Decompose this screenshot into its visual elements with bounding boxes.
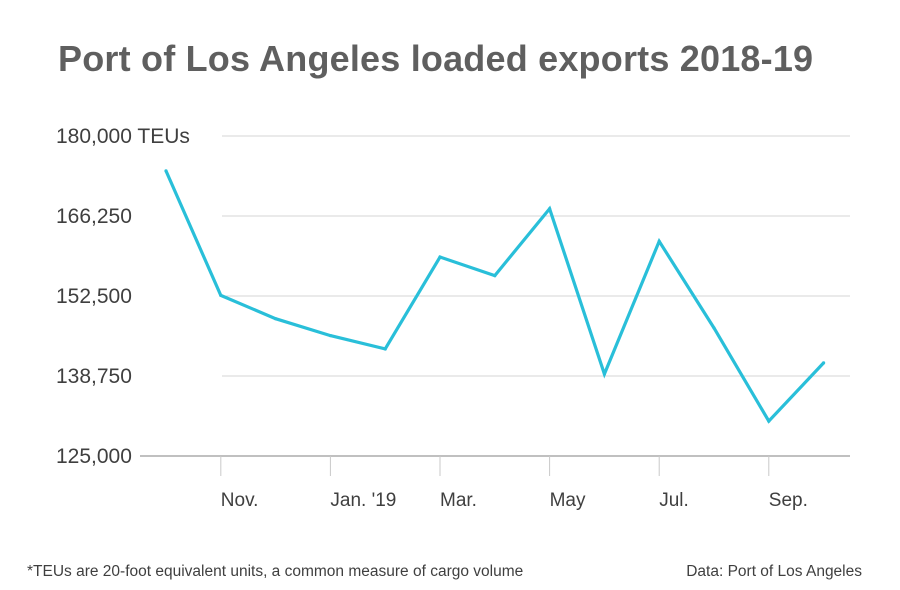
x-tick-label: Nov. [221,490,259,511]
x-axis-ticks: Nov. Jan. '19 Mar. May Jul. Sep. [220,456,808,511]
data-series [164,169,826,424]
y-tick-label: 125,000 [56,445,132,468]
data-point [767,419,771,423]
y-tick-label: 166,250 [56,205,132,228]
data-point [548,207,552,211]
data-point [493,274,497,278]
data-point [822,361,826,365]
data-point [219,293,223,298]
y-axis-tick-labels: 125,000 138,750 152,500 166,250 180,000 TEUs [56,125,190,468]
x-tick-label: Sep. [769,490,808,511]
data-source: Data: Port of Los Angeles [686,563,862,580]
data-point [164,169,168,173]
gridlines [140,135,850,457]
data-point [438,255,442,259]
chart-title: Port of Los Angeles loaded exports 2018-… [58,38,814,79]
data-point [712,326,716,330]
y-tick-label: 180,000 TEUs [56,125,190,148]
x-tick-label: Jan. '19 [330,490,396,511]
data-point [274,317,278,321]
data-point [602,372,607,376]
x-tick-label: May [550,490,586,511]
x-tick-label: Jul. [659,490,689,511]
data-point [383,347,387,351]
footnote: *TEUs are 20-foot equivalent units, a co… [27,563,524,580]
y-tick-label: 138,750 [56,365,132,388]
data-point [328,333,332,338]
y-tick-label: 152,500 [56,285,132,308]
data-point [657,239,661,243]
x-tick-label: Mar. [440,490,477,511]
